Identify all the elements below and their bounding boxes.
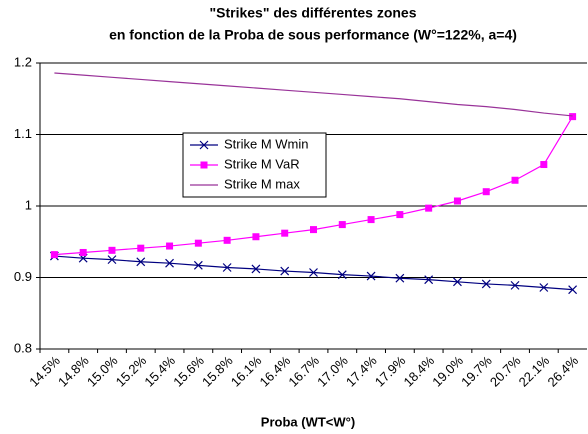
point: [165, 258, 174, 268]
x-tick-label: 18.4%: [401, 353, 438, 390]
x-tick-label: 15.0%: [84, 353, 121, 390]
point: [137, 244, 145, 252]
point: [200, 161, 208, 169]
point: [107, 255, 117, 265]
x-tick-label: 16.7%: [285, 353, 322, 390]
point: [280, 266, 290, 276]
legend-label: Strike M Wmin: [224, 136, 309, 151]
point: [108, 246, 116, 254]
x-tick-label: 22.1%: [516, 353, 553, 390]
x-tick-label: 15.2%: [113, 353, 150, 390]
y-tick-label: 1.1: [14, 126, 32, 141]
point: [193, 260, 203, 270]
point: [251, 264, 261, 274]
point: [136, 257, 146, 267]
legend-label: Strike M max: [224, 176, 300, 191]
x-tick-label: 17.9%: [372, 353, 409, 390]
point: [194, 239, 202, 247]
x-tick-label: 17.4%: [343, 353, 380, 390]
x-tick-label: 15.6%: [170, 353, 207, 390]
x-tick-label: 19.0%: [429, 353, 466, 390]
point: [482, 188, 490, 196]
point: [199, 140, 209, 150]
point: [396, 211, 404, 219]
point: [310, 226, 317, 234]
x-tick-label: 17.0%: [314, 353, 351, 390]
point: [540, 161, 548, 169]
point: [222, 263, 232, 272]
chart-title: "Strikes" des différentes zones: [209, 5, 416, 21]
legend-label: Strike M VaR: [224, 156, 300, 171]
point: [453, 277, 462, 287]
y-tick-label: 1: [25, 197, 32, 212]
point: [539, 283, 549, 292]
chart-title: en fonction de la Proba de sous performa…: [109, 27, 517, 43]
point: [367, 216, 375, 224]
x-tick-label: 16.1%: [228, 353, 265, 390]
legend: Strike M Wmin Strike M VaR Strike M max: [182, 132, 327, 198]
point: [568, 285, 578, 295]
point: [395, 273, 405, 283]
y-tick-label: 1.2: [14, 54, 32, 69]
point: [223, 236, 231, 244]
point: [481, 279, 491, 289]
x-tick-label: 15.8%: [199, 353, 236, 390]
point: [50, 251, 58, 259]
y-tick-label: 0.9: [14, 269, 32, 284]
point: [309, 268, 318, 277]
x-tick-label: 16.4%: [257, 353, 294, 390]
point: [453, 197, 461, 205]
point: [338, 221, 346, 229]
point: [425, 204, 433, 212]
point: [569, 113, 577, 121]
x-tick-label: 15.4%: [141, 353, 178, 390]
point: [366, 271, 376, 281]
point: [511, 176, 519, 184]
series-line: [54, 72, 573, 117]
y-tick-label: 0.8: [14, 340, 32, 355]
point: [281, 229, 289, 237]
x-axis-label: Proba (WT<W°): [261, 414, 355, 429]
point: [337, 270, 347, 280]
point: [510, 280, 520, 290]
point: [424, 275, 434, 285]
x-tick-label: 20.7%: [487, 353, 524, 390]
point: [79, 248, 87, 256]
point: [166, 242, 174, 250]
x-tick-label: 19.7%: [458, 353, 495, 390]
x-tick-label: 14.5%: [26, 353, 63, 390]
x-tick-label: 26.4%: [544, 353, 581, 390]
point: [252, 233, 260, 241]
x-tick-label: 14.8%: [55, 353, 92, 390]
